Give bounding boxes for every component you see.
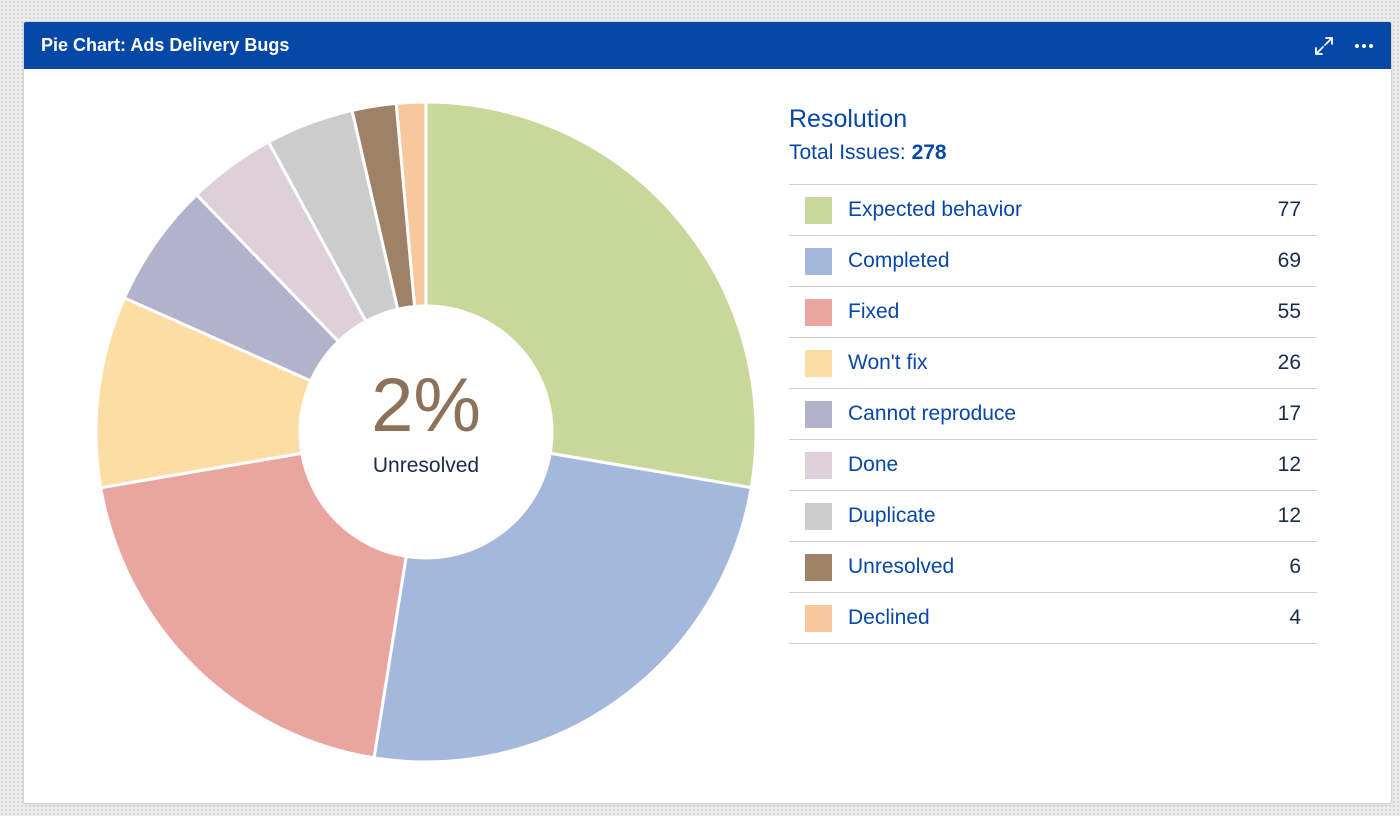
legend-item-duplicate[interactable]: Duplicate 12 <box>789 491 1317 542</box>
gadget-title: Pie Chart: Ads Delivery Bugs <box>41 35 290 55</box>
pie-slice-declined[interactable] <box>394 100 428 309</box>
legend: Resolution Total Issues: 278 Expected be… <box>789 104 1317 644</box>
legend-swatch <box>805 451 832 479</box>
legend-title: Resolution <box>789 105 908 133</box>
legend-item-declined[interactable]: Declined 4 <box>789 593 1317 644</box>
legend-item-count: 12 <box>1277 504 1301 527</box>
legend-item-count: 77 <box>1277 198 1301 221</box>
legend-swatch <box>805 349 832 377</box>
legend-item-expected-behavior[interactable]: Expected behavior 77 <box>789 185 1317 236</box>
legend-item-completed[interactable]: Completed 69 <box>789 236 1317 287</box>
legend-item-fixed[interactable]: Fixed 55 <box>789 287 1317 338</box>
legend-swatch <box>805 298 832 326</box>
legend-item-wont-fix[interactable]: Won't fix 26 <box>789 338 1317 389</box>
legend-item-label: Won't fix <box>848 351 928 374</box>
pie-slice-won-t-fix[interactable] <box>94 296 313 490</box>
legend-item-count: 6 <box>1289 555 1301 578</box>
legend-item-label: Declined <box>848 606 930 629</box>
legend-swatch <box>805 502 832 530</box>
legend-item-count: 55 <box>1277 300 1301 323</box>
total-issues-label: Total Issues: <box>789 141 906 164</box>
legend-item-count: 26 <box>1277 351 1301 374</box>
legend-item-cannot-reproduce[interactable]: Cannot reproduce 17 <box>789 389 1317 440</box>
total-issues: Total Issues: 278 <box>789 140 1317 166</box>
legend-swatch <box>805 247 832 275</box>
legend-item-label: Expected behavior <box>848 198 1022 221</box>
legend-item-label: Completed <box>848 249 950 272</box>
gadget-header: Pie Chart: Ads Delivery Bugs <box>24 22 1391 69</box>
pie-slice-completed[interactable] <box>372 451 754 764</box>
legend-item-count: 17 <box>1277 402 1301 425</box>
legend-item-count: 69 <box>1277 249 1301 272</box>
legend-item-label: Done <box>848 453 899 476</box>
total-issues-value: 278 <box>911 141 947 164</box>
legend-swatch <box>805 196 832 224</box>
legend-swatch <box>805 604 832 632</box>
pie-chart-gadget: Pie Chart: Ads Delivery Bugs 2% Unresolv… <box>23 21 1392 804</box>
pie-chart <box>94 100 758 764</box>
more-options-icon[interactable] <box>1351 33 1377 59</box>
legend-item-count: 4 <box>1289 606 1301 629</box>
pie-slice-fixed[interactable] <box>98 451 408 760</box>
pie-slice-expected-behavior[interactable] <box>424 100 758 490</box>
legend-item-count: 12 <box>1277 453 1301 476</box>
legend-item-label: Fixed <box>848 300 900 323</box>
legend-item-label: Cannot reproduce <box>848 402 1017 425</box>
legend-swatch <box>805 400 832 428</box>
legend-item-done[interactable]: Done 12 <box>789 440 1317 491</box>
legend-item-label: Duplicate <box>848 504 936 527</box>
legend-list: Expected behavior 77 Completed 69 Fixed … <box>789 184 1317 644</box>
legend-item-label: Unresolved <box>848 555 955 578</box>
legend-swatch <box>805 553 832 581</box>
expand-icon[interactable] <box>1311 33 1337 59</box>
header-actions <box>1311 22 1377 69</box>
legend-item-unresolved[interactable]: Unresolved 6 <box>789 542 1317 593</box>
